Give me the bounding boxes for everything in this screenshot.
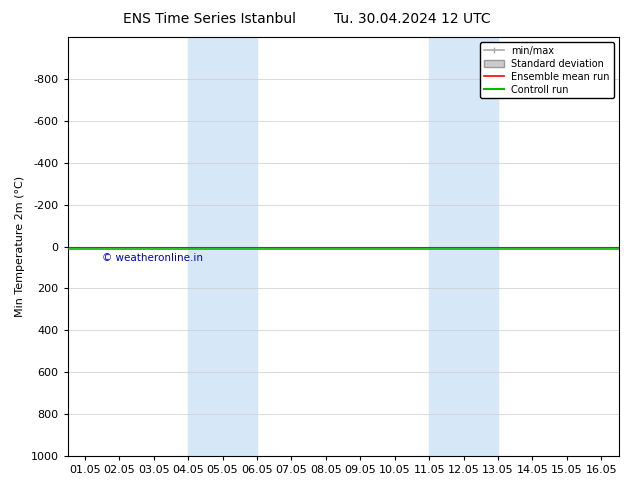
- Bar: [429, 37, 498, 456]
- Text: ENS Time Series Istanbul: ENS Time Series Istanbul: [123, 12, 295, 26]
- Legend: min/max, Standard deviation, Ensemble mean run, Controll run: min/max, Standard deviation, Ensemble me…: [480, 42, 614, 98]
- Text: © weatheronline.in: © weatheronline.in: [102, 253, 203, 263]
- Y-axis label: Min Temperature 2m (°C): Min Temperature 2m (°C): [15, 176, 25, 317]
- Bar: [188, 37, 257, 456]
- Text: Tu. 30.04.2024 12 UTC: Tu. 30.04.2024 12 UTC: [333, 12, 491, 26]
